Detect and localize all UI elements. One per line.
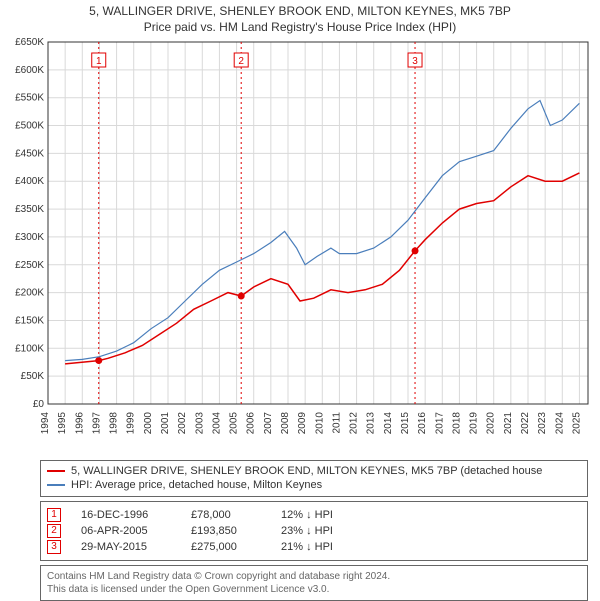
sale-marker-icon: 1 [47, 508, 61, 522]
sales-row: 1 16-DEC-1996 £78,000 12% ↓ HPI [47, 508, 581, 522]
sale-date: 29-MAY-2015 [81, 541, 171, 553]
svg-text:2004: 2004 [211, 412, 222, 435]
sale-marker-icon: 2 [47, 524, 61, 538]
legend-label: HPI: Average price, detached house, Milt… [71, 478, 322, 492]
legend-swatch-property [47, 470, 65, 472]
svg-text:£200K: £200K [15, 288, 44, 299]
sale-date: 06-APR-2005 [81, 525, 171, 537]
svg-text:2023: 2023 [537, 412, 548, 435]
svg-text:2006: 2006 [246, 412, 257, 435]
legend-row: HPI: Average price, detached house, Milt… [47, 478, 581, 492]
svg-text:2015: 2015 [400, 412, 411, 435]
sale-diff: 23% ↓ HPI [281, 525, 361, 537]
sale-price: £275,000 [191, 541, 261, 553]
sales-table: 1 16-DEC-1996 £78,000 12% ↓ HPI 2 06-APR… [40, 501, 588, 561]
svg-text:1995: 1995 [57, 412, 68, 435]
svg-text:2: 2 [238, 56, 244, 67]
svg-text:£550K: £550K [15, 93, 44, 104]
svg-text:2017: 2017 [434, 412, 445, 435]
sale-price: £193,850 [191, 525, 261, 537]
sale-date: 16-DEC-1996 [81, 509, 171, 521]
svg-text:1994: 1994 [40, 412, 51, 435]
footer-line: This data is licensed under the Open Gov… [47, 583, 581, 596]
svg-text:£100K: £100K [15, 343, 44, 354]
svg-text:1998: 1998 [109, 412, 120, 435]
title-main: 5, WALLINGER DRIVE, SHENLEY BROOK END, M… [0, 4, 600, 18]
svg-text:2011: 2011 [331, 412, 342, 434]
svg-text:£400K: £400K [15, 176, 44, 187]
svg-text:2007: 2007 [263, 412, 274, 435]
svg-text:3: 3 [412, 56, 418, 67]
svg-text:2025: 2025 [571, 412, 582, 435]
svg-text:1999: 1999 [126, 412, 137, 435]
svg-text:2018: 2018 [451, 412, 462, 435]
chart-titles: 5, WALLINGER DRIVE, SHENLEY BROOK END, M… [0, 0, 600, 34]
svg-text:2001: 2001 [160, 412, 171, 435]
svg-text:£300K: £300K [15, 232, 44, 243]
legend-row: 5, WALLINGER DRIVE, SHENLEY BROOK END, M… [47, 464, 581, 478]
sale-diff: 12% ↓ HPI [281, 509, 361, 521]
legend: 5, WALLINGER DRIVE, SHENLEY BROOK END, M… [40, 460, 588, 497]
sales-row: 2 06-APR-2005 £193,850 23% ↓ HPI [47, 524, 581, 538]
svg-text:2013: 2013 [366, 412, 377, 435]
footer: Contains HM Land Registry data © Crown c… [40, 565, 588, 601]
sale-marker-icon: 3 [47, 540, 61, 554]
legend-swatch-hpi [47, 484, 65, 486]
sales-row: 3 29-MAY-2015 £275,000 21% ↓ HPI [47, 540, 581, 554]
svg-text:2003: 2003 [194, 412, 205, 435]
svg-text:£0: £0 [33, 399, 45, 410]
svg-text:2010: 2010 [314, 412, 325, 435]
svg-text:2022: 2022 [520, 412, 531, 435]
svg-text:£150K: £150K [15, 315, 44, 326]
svg-text:2009: 2009 [297, 412, 308, 435]
svg-text:2014: 2014 [383, 412, 394, 435]
svg-text:2019: 2019 [469, 412, 480, 435]
line-chart: £0 £50K £100K £150K £200K £250K £300K £350K £400… [0, 34, 600, 454]
svg-text:2012: 2012 [349, 412, 360, 435]
svg-text:1: 1 [96, 56, 102, 67]
title-sub: Price paid vs. HM Land Registry's House … [0, 20, 600, 34]
svg-text:2005: 2005 [229, 412, 240, 435]
svg-text:£50K: £50K [21, 371, 45, 382]
svg-text:2024: 2024 [554, 412, 565, 435]
svg-text:£350K: £350K [15, 204, 44, 215]
svg-text:2020: 2020 [486, 412, 497, 435]
legend-label: 5, WALLINGER DRIVE, SHENLEY BROOK END, M… [71, 464, 542, 478]
svg-text:1997: 1997 [91, 412, 102, 435]
svg-text:£650K: £650K [15, 37, 44, 48]
footer-line: Contains HM Land Registry data © Crown c… [47, 570, 581, 583]
svg-text:£500K: £500K [15, 121, 44, 132]
svg-text:£250K: £250K [15, 260, 44, 271]
svg-text:£600K: £600K [15, 65, 44, 76]
sale-price: £78,000 [191, 509, 261, 521]
sale-diff: 21% ↓ HPI [281, 541, 361, 553]
svg-text:2000: 2000 [143, 412, 154, 435]
svg-text:1996: 1996 [74, 412, 85, 435]
svg-text:2021: 2021 [503, 412, 514, 435]
svg-text:£450K: £450K [15, 148, 44, 159]
svg-text:2002: 2002 [177, 412, 188, 435]
svg-text:2008: 2008 [280, 412, 291, 435]
svg-text:2016: 2016 [417, 412, 428, 435]
